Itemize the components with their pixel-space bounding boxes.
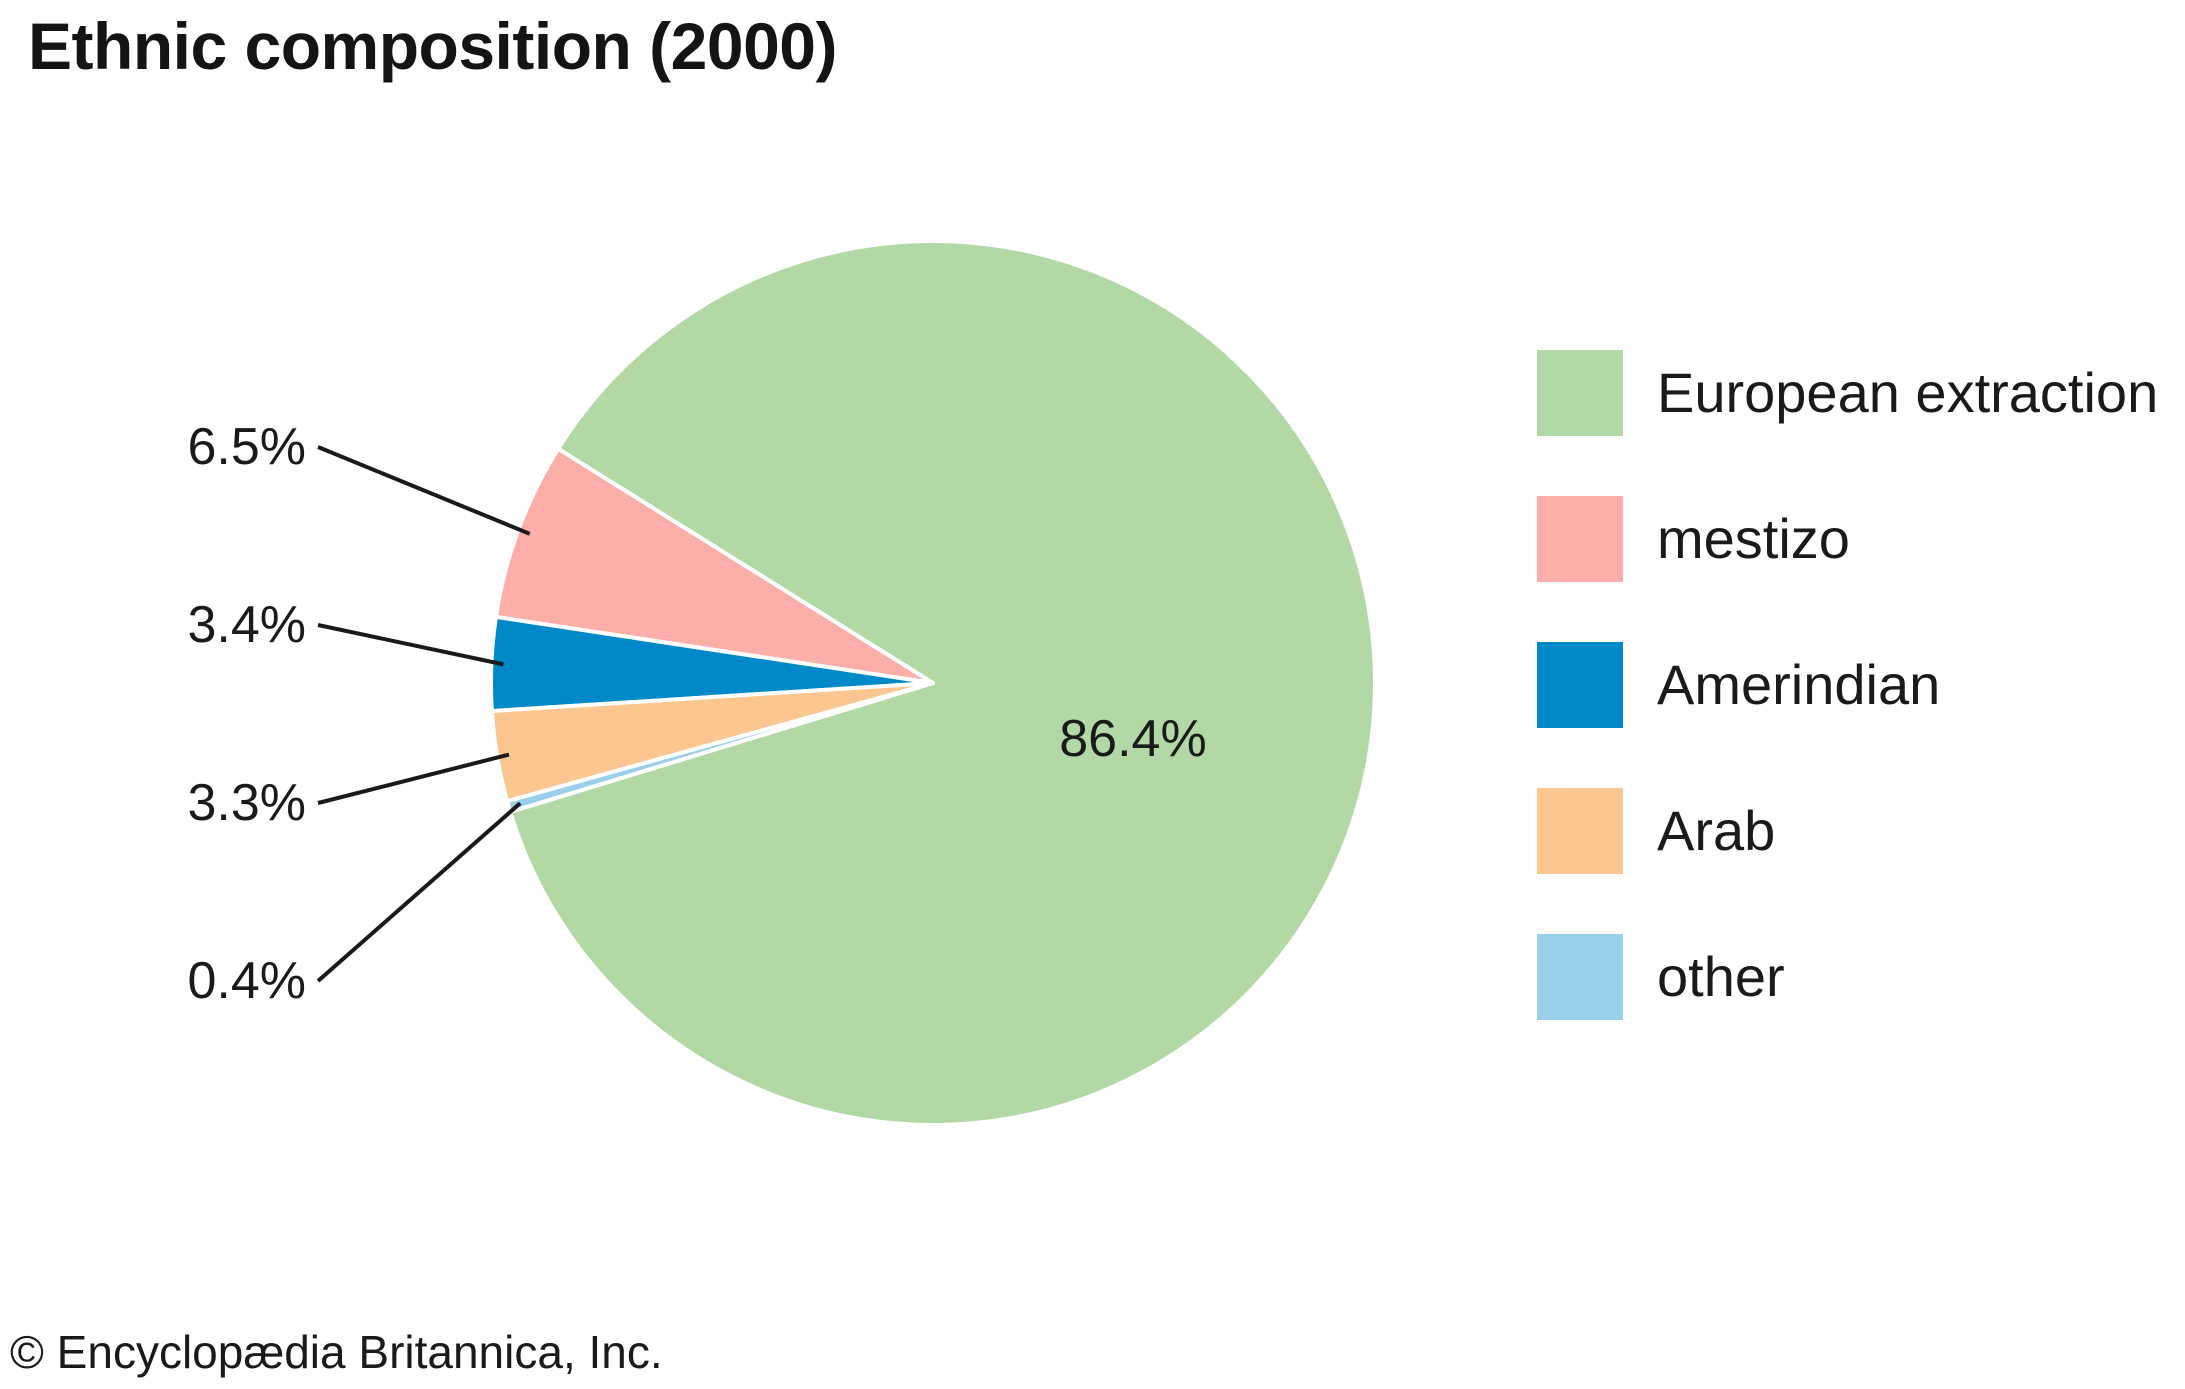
leader-line-mestizo <box>317 445 531 536</box>
slice-labels: 86.4% 6.5% 3.4% 3.3% 0.4% <box>187 418 1206 1010</box>
legend-swatch-other <box>1537 934 1623 1020</box>
slice-label-european-extraction: 86.4% <box>1059 710 1206 768</box>
leader-line-amerindian <box>317 623 504 667</box>
leader-lines <box>316 445 531 983</box>
legend-label-amerindian: Amerindian <box>1657 653 1941 716</box>
copyright-credit: © Encyclopædia Britannica, Inc. <box>10 1326 663 1378</box>
slice-label-arab: 3.3% <box>187 774 306 832</box>
leader-line-other <box>316 801 522 983</box>
slice-label-other: 0.4% <box>187 952 306 1010</box>
legend-swatch-amerindian <box>1537 642 1623 728</box>
leader-line-arab <box>317 752 510 805</box>
legend-swatch-arab <box>1537 788 1623 874</box>
legend-label-other: other <box>1657 945 1785 1008</box>
legend-label-arab: Arab <box>1657 799 1776 862</box>
chart-title: Ethnic composition (2000) <box>28 9 837 83</box>
legend-swatch-mestizo <box>1537 496 1623 582</box>
legend-label-european-extraction: European extraction <box>1657 361 2159 424</box>
slice-label-mestizo: 6.5% <box>187 418 306 476</box>
pie-slice-european-extraction <box>508 239 1377 1127</box>
legend-swatch-european-extraction <box>1537 350 1623 436</box>
legend-label-mestizo: mestizo <box>1657 507 1850 570</box>
slice-label-amerindian: 3.4% <box>187 596 306 654</box>
pie-slices <box>489 239 1377 1127</box>
